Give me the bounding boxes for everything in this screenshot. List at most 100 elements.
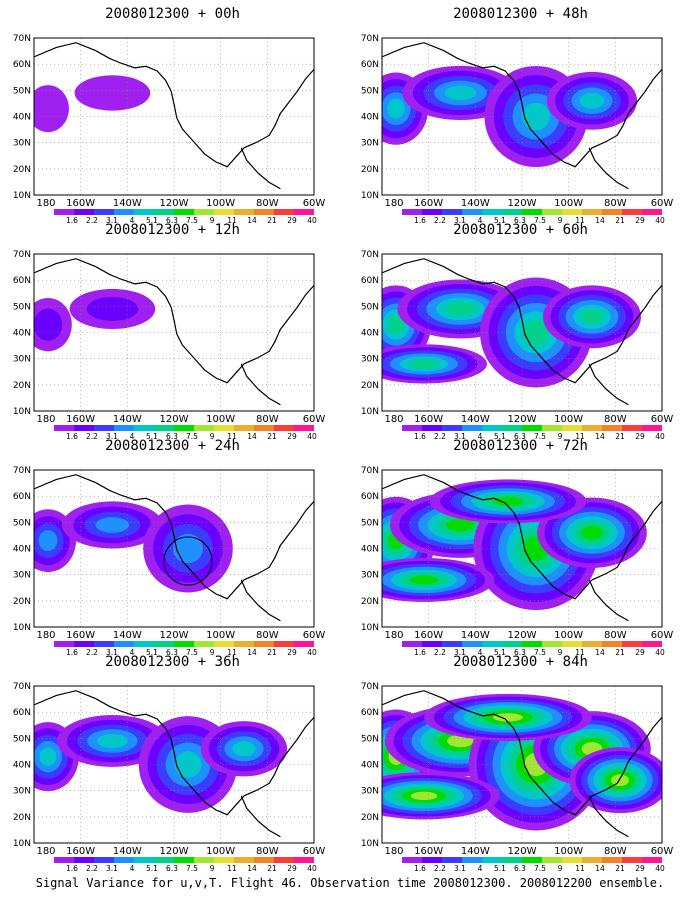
colorbar-label: 4 — [478, 864, 483, 873]
longitude-label: 80W — [256, 846, 279, 857]
longitude-label: 180 — [384, 630, 403, 641]
colorbar-label: 40 — [307, 216, 317, 225]
longitude-label: 100W — [554, 846, 583, 857]
colorbar-swatch — [234, 425, 254, 431]
latitude-label: 50N — [361, 302, 379, 312]
longitude-label: 180 — [384, 414, 403, 425]
colorbar-label: 4 — [478, 216, 483, 225]
latitude-label: 60N — [13, 492, 31, 502]
colorbar-swatch — [194, 641, 214, 647]
colorbar-swatch — [174, 209, 194, 215]
colorbar-swatch — [642, 641, 662, 647]
coastline — [382, 258, 662, 384]
map-panel: 2008012300 + 60h 70N 60N 50N 40N 30N 20N 10N 180… — [348, 222, 693, 441]
latitude-label: 50N — [361, 86, 379, 96]
colorbar-label: 7.5 — [186, 864, 198, 873]
colorbar-label: 2.2 — [86, 864, 98, 873]
colorbar-label: 11 — [227, 216, 237, 225]
colorbar-swatch — [74, 641, 94, 647]
latitude-label: 30N — [13, 571, 31, 581]
colorbar-label: 40 — [307, 864, 317, 873]
longitude-label: 60W — [651, 846, 674, 857]
longitude-label: 140W — [461, 846, 490, 857]
variance-contour — [38, 530, 58, 552]
colorbar-swatch — [562, 857, 582, 863]
longitude-label: 80W — [604, 630, 627, 641]
variance-contour — [34, 85, 69, 133]
coastline — [34, 690, 314, 816]
colorbar-label: 21 — [615, 216, 625, 225]
colorbar-swatch — [254, 209, 274, 215]
latitude-label: 70N — [13, 250, 31, 260]
longitude-label: 80W — [604, 846, 627, 857]
colorbar-swatch — [622, 641, 642, 647]
colorbar-label: 9 — [558, 648, 563, 657]
panel-title: 2008012300 + 00h — [105, 6, 240, 22]
colorbar-swatch — [174, 857, 194, 863]
colorbar-swatch — [602, 425, 622, 431]
map-panel: 2008012300 + 00h 70N 60N 50N 40N 30N 20N 10N 180… — [0, 6, 345, 225]
latitude-label: 20N — [13, 813, 31, 823]
colorbar-swatch — [134, 857, 154, 863]
longitude-label: 140W — [113, 414, 142, 425]
colorbar-label: 7.5 — [534, 432, 546, 441]
variance-contour — [95, 517, 130, 533]
colorbar-label: 2.2 — [434, 432, 446, 441]
variance-contour — [580, 309, 604, 325]
colorbar-swatch — [194, 209, 214, 215]
colorbar-swatch — [462, 641, 482, 647]
colorbar-swatch — [502, 209, 522, 215]
colorbar-label: 5.1 — [146, 216, 158, 225]
colorbar-label: 4 — [478, 648, 483, 657]
colorbar-label: 5.1 — [494, 648, 506, 657]
longitude-label: 80W — [604, 414, 627, 425]
colorbar-swatch — [402, 209, 422, 215]
colorbar-label: 21 — [267, 432, 277, 441]
colorbar-swatch — [462, 857, 482, 863]
colorbar-label: 21 — [267, 648, 277, 657]
colorbar-label: 2.2 — [434, 216, 446, 225]
longitude-label: 100W — [554, 414, 583, 425]
longitude-label: 160W — [66, 198, 95, 209]
colorbar-swatch — [214, 425, 234, 431]
colorbar-swatch — [522, 857, 542, 863]
colorbar-label: 1.6 — [414, 648, 426, 657]
colorbar-label: 3.1 — [454, 864, 466, 873]
colorbar-label: 5.1 — [494, 864, 506, 873]
colorbar-swatch — [274, 641, 294, 647]
coastline — [34, 42, 314, 168]
colorbar-swatch — [442, 209, 462, 215]
colorbar-label: 29 — [287, 864, 297, 873]
longitude-label: 140W — [113, 630, 142, 641]
colorbar-swatch — [642, 209, 662, 215]
colorbar-swatch — [442, 641, 462, 647]
longitude-label: 100W — [554, 198, 583, 209]
panel-title: 2008012300 + 60h — [453, 222, 588, 238]
colorbar-swatch — [254, 857, 274, 863]
variance-contour — [521, 102, 551, 131]
longitude-label: 180 — [384, 198, 403, 209]
colorbar-label: 1.6 — [414, 864, 426, 873]
colorbar-label: 1.6 — [414, 432, 426, 441]
variance-map: 70N 60N 50N 40N 30N 20N 10N 180 160W 140W 120W 100W… — [361, 466, 674, 657]
colorbar-label: 14 — [595, 648, 605, 657]
map-panel: 2008012300 + 72h 70N 60N 50N 40N 30N 20N 10N 180… — [348, 438, 693, 657]
colorbar-swatch — [422, 209, 442, 215]
colorbar-swatch — [542, 209, 562, 215]
latitude-label: 50N — [361, 518, 379, 528]
colorbar-swatch — [234, 857, 254, 863]
variance-contour — [409, 575, 439, 585]
colorbar-swatch — [294, 641, 314, 647]
longitude-label: 60W — [303, 630, 326, 641]
colorbar-swatch — [274, 209, 294, 215]
colorbar-swatch — [602, 641, 622, 647]
latitude-label: 60N — [361, 60, 379, 70]
variance-map: 70N 60N 50N 40N 30N 20N 10N 180 160W 140W 120W 100W… — [361, 34, 674, 225]
coastline — [34, 258, 314, 384]
colorbar-label: 5.1 — [146, 432, 158, 441]
variance-contour — [410, 791, 438, 801]
colorbar-swatch — [254, 641, 274, 647]
latitude-label: 60N — [361, 492, 379, 502]
colorbar-swatch — [274, 857, 294, 863]
longitude-label: 180 — [36, 414, 55, 425]
